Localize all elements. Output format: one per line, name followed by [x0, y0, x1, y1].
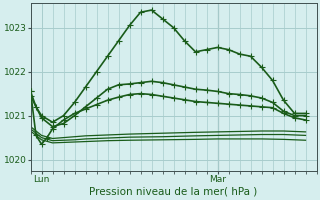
- X-axis label: Pression niveau de la mer( hPa ): Pression niveau de la mer( hPa ): [89, 187, 258, 197]
